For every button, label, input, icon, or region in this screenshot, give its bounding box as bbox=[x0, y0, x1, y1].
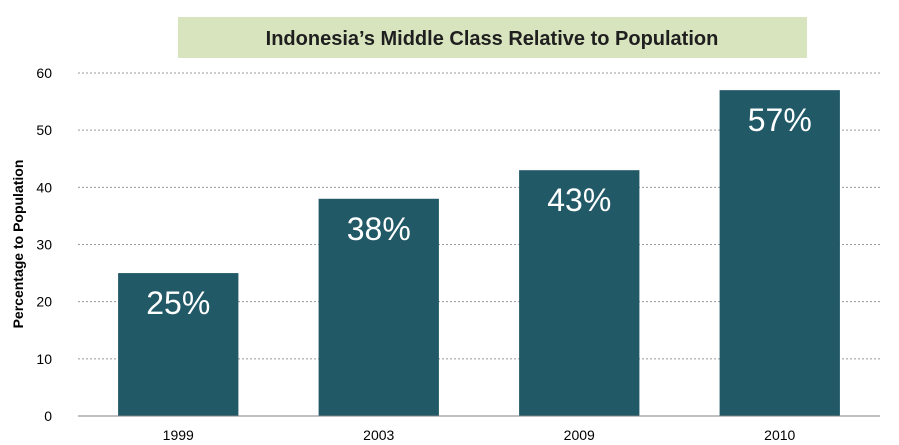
chart-title-text: Indonesia’s Middle Class Relative to Pop… bbox=[266, 28, 719, 50]
y-tick-label: 60 bbox=[36, 65, 52, 81]
chart-title: Indonesia’s Middle Class Relative to Pop… bbox=[178, 17, 807, 58]
bar-1999 bbox=[118, 273, 239, 416]
bar-value-label: 43% bbox=[547, 182, 611, 218]
bar-2003 bbox=[318, 198, 439, 416]
bar-2009 bbox=[519, 170, 640, 416]
x-axis-ticks: 1999 2003 2009 2010 bbox=[163, 427, 796, 443]
y-tick-label: 10 bbox=[36, 351, 52, 367]
y-tick-label: 20 bbox=[36, 294, 52, 310]
x-tick-label: 2009 bbox=[564, 427, 595, 443]
y-tick-label: 50 bbox=[36, 122, 52, 138]
x-tick-label: 2003 bbox=[363, 427, 394, 443]
bar-value-label: 25% bbox=[146, 285, 210, 321]
bar-value-labels: 25% 38% 43% 57% bbox=[146, 102, 812, 321]
y-axis-ticks: 0 10 20 30 40 50 60 bbox=[36, 65, 52, 424]
x-tick-label: 1999 bbox=[163, 427, 194, 443]
bar-value-label: 38% bbox=[347, 211, 411, 247]
bar-value-label: 57% bbox=[748, 102, 812, 138]
bar-2010 bbox=[719, 90, 840, 417]
y-tick-label: 30 bbox=[36, 237, 52, 253]
x-tick-label: 2010 bbox=[764, 427, 795, 443]
bars bbox=[118, 90, 840, 417]
y-axis-label: Percentage to Population bbox=[10, 160, 26, 329]
y-tick-label: 40 bbox=[36, 179, 52, 195]
y-tick-label: 0 bbox=[44, 408, 52, 424]
chart-title-background bbox=[178, 17, 807, 58]
